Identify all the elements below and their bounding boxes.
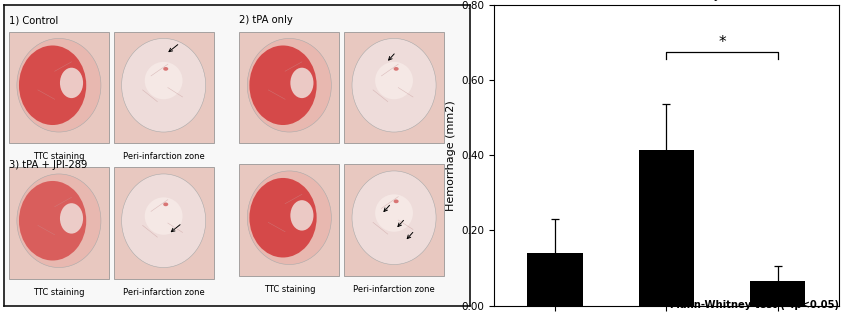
Ellipse shape (145, 197, 183, 235)
Text: 3) tPA + JPI-289: 3) tPA + JPI-289 (9, 160, 87, 170)
Ellipse shape (164, 67, 169, 71)
FancyBboxPatch shape (344, 32, 444, 143)
Text: TTC staining: TTC staining (33, 152, 84, 161)
Bar (639, 149, 694, 306)
Text: Peri-infarction zone: Peri-infarction zone (353, 285, 435, 294)
FancyBboxPatch shape (9, 32, 109, 143)
FancyBboxPatch shape (9, 167, 109, 279)
Bar (528, 253, 583, 306)
Text: 2) tPA only: 2) tPA only (239, 15, 293, 25)
Text: Peri-infarction zone: Peri-infarction zone (123, 288, 205, 297)
Title: embolic stroke (tPA + JPI-289): embolic stroke (tPA + JPI-289) (566, 0, 766, 1)
Ellipse shape (121, 174, 206, 267)
Ellipse shape (375, 62, 413, 99)
FancyBboxPatch shape (239, 164, 340, 276)
FancyBboxPatch shape (114, 32, 213, 143)
Ellipse shape (19, 181, 86, 261)
Ellipse shape (394, 67, 399, 71)
Ellipse shape (250, 178, 317, 257)
Ellipse shape (60, 203, 83, 234)
Ellipse shape (121, 38, 206, 132)
Ellipse shape (60, 68, 83, 98)
Ellipse shape (290, 200, 314, 231)
Text: TTC staining: TTC staining (33, 288, 84, 297)
Ellipse shape (250, 46, 317, 125)
FancyBboxPatch shape (114, 167, 213, 279)
Ellipse shape (375, 194, 413, 232)
Ellipse shape (290, 68, 314, 98)
Ellipse shape (247, 171, 331, 265)
Text: *: * (718, 35, 726, 50)
Ellipse shape (352, 171, 436, 265)
Text: Mann-Whitney test (*:p<0.05): Mann-Whitney test (*:p<0.05) (670, 300, 839, 310)
Bar (749, 281, 805, 306)
Text: Peri-infarction zone: Peri-infarction zone (123, 152, 205, 161)
Ellipse shape (17, 38, 101, 132)
Ellipse shape (19, 46, 86, 125)
Ellipse shape (145, 62, 183, 99)
FancyBboxPatch shape (239, 32, 340, 143)
FancyBboxPatch shape (344, 164, 444, 276)
Ellipse shape (352, 38, 436, 132)
Ellipse shape (394, 199, 399, 203)
Y-axis label: Hemorrhage (mm2): Hemorrhage (mm2) (446, 100, 456, 211)
Text: 1) Control: 1) Control (9, 15, 58, 25)
Ellipse shape (17, 174, 101, 267)
Ellipse shape (247, 38, 331, 132)
Ellipse shape (164, 202, 169, 206)
Text: TTC staining: TTC staining (264, 285, 315, 294)
